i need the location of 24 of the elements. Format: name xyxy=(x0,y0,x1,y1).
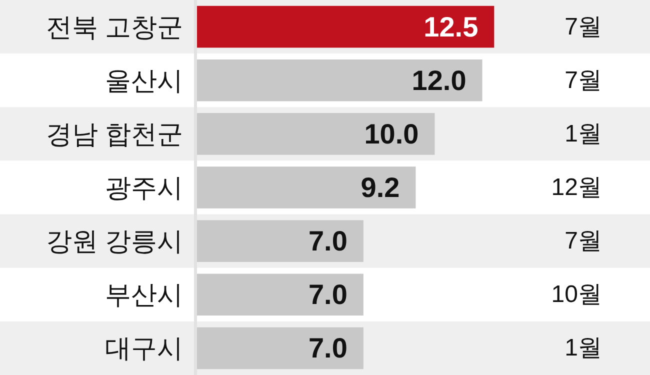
y-tick-label: 대구시 xyxy=(105,333,183,364)
y-tick-label: 울산시 xyxy=(105,65,183,96)
text: 1월 xyxy=(564,120,602,148)
y-tick-label: 전북 고창군 xyxy=(46,12,183,42)
y-tick-label: 광주시 xyxy=(105,172,183,202)
data-label: 7.0 xyxy=(308,279,348,310)
text: 12월 xyxy=(551,174,602,201)
text: 1월 xyxy=(564,334,602,362)
bar xyxy=(197,220,364,262)
text: 10월 xyxy=(551,281,602,308)
data-label: 10.0 xyxy=(364,118,419,150)
data-label: 9.2 xyxy=(360,172,400,203)
y-tick-label: 강원 강릉시 xyxy=(46,226,183,256)
bar xyxy=(197,327,364,370)
data-label: 12.5 xyxy=(424,11,478,42)
y-tick-label: 부산시 xyxy=(105,280,183,310)
text: 7월 xyxy=(564,13,602,40)
data-label: 12.0 xyxy=(412,64,466,96)
text: 7월 xyxy=(564,228,602,255)
data-label: 7.0 xyxy=(308,332,348,364)
data-label: 7.0 xyxy=(308,226,348,257)
text: 7월 xyxy=(564,66,602,94)
y-tick-label: 경남 합천군 xyxy=(46,118,183,149)
bar xyxy=(197,274,364,316)
